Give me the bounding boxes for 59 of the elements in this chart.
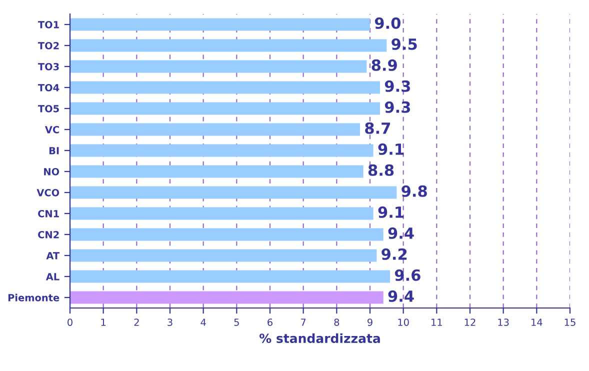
x-axis-title: % standardizzata — [260, 333, 380, 344]
y-tick-label: CN1 — [38, 210, 59, 218]
x-tick-label: 10 — [398, 318, 409, 326]
bar — [70, 207, 374, 220]
x-tick-label: 2 — [134, 318, 139, 326]
y-tick-label: TO5 — [38, 104, 59, 112]
data-label: 8.7 — [365, 122, 390, 134]
data-label: 9.3 — [384, 80, 410, 92]
x-tick-label: 9 — [368, 318, 372, 326]
y-tick-label: TO2 — [38, 42, 59, 50]
y-tick-label: VCO — [36, 188, 60, 196]
data-label: 9.1 — [378, 143, 404, 155]
y-tick-label: BI — [49, 147, 59, 154]
y-tick-label: TO4 — [38, 84, 60, 92]
bar — [70, 270, 390, 283]
y-tick-label: AT — [46, 252, 60, 260]
data-label: 9.0 — [374, 17, 400, 29]
bar — [70, 18, 370, 31]
bar — [70, 81, 380, 94]
y-tick-label: TO3 — [38, 62, 59, 70]
x-tick-label: 11 — [432, 318, 442, 326]
data-label: 9.8 — [402, 185, 427, 197]
x-tick-label: 14 — [532, 318, 542, 326]
data-label: 9.4 — [388, 290, 414, 302]
x-tick-label: 12 — [464, 318, 476, 326]
bar — [70, 291, 384, 304]
y-tick-label: CN2 — [38, 230, 59, 238]
x-tick-label: 3 — [168, 318, 172, 326]
bar — [70, 186, 397, 199]
data-label: 9.3 — [384, 101, 410, 113]
bar — [70, 249, 377, 262]
x-tick-label: 8 — [334, 318, 340, 326]
y-tick-label: Piemonte — [8, 294, 60, 302]
x-tick-label: 7 — [301, 318, 306, 326]
data-label: 9.4 — [388, 227, 414, 239]
y-tick-label: NO — [44, 168, 60, 176]
data-label: 9.5 — [392, 38, 417, 50]
data-label: 9.2 — [382, 248, 407, 260]
x-tick-label: 15 — [564, 318, 576, 326]
data-label: 8.8 — [368, 164, 394, 176]
x-tick-label: 0 — [68, 318, 72, 326]
bar — [70, 144, 374, 157]
data-label: 9.6 — [394, 269, 420, 281]
bar — [70, 165, 364, 178]
x-tick-label: 5 — [234, 318, 239, 326]
bar — [70, 39, 387, 52]
bar — [70, 123, 360, 136]
x-tick-label: 6 — [268, 318, 272, 326]
y-tick-label: VC — [44, 126, 59, 134]
x-tick-label: 4 — [200, 318, 206, 326]
y-tick-label: AL — [46, 273, 60, 280]
bar — [70, 102, 380, 115]
x-tick-label: 13 — [498, 318, 509, 326]
x-tick-label: 1 — [101, 318, 106, 326]
y-tick-label: TO1 — [38, 20, 59, 28]
data-label: 9.1 — [378, 206, 404, 218]
bar — [70, 228, 384, 241]
data-label: 8.9 — [372, 59, 397, 71]
bar — [70, 60, 367, 73]
